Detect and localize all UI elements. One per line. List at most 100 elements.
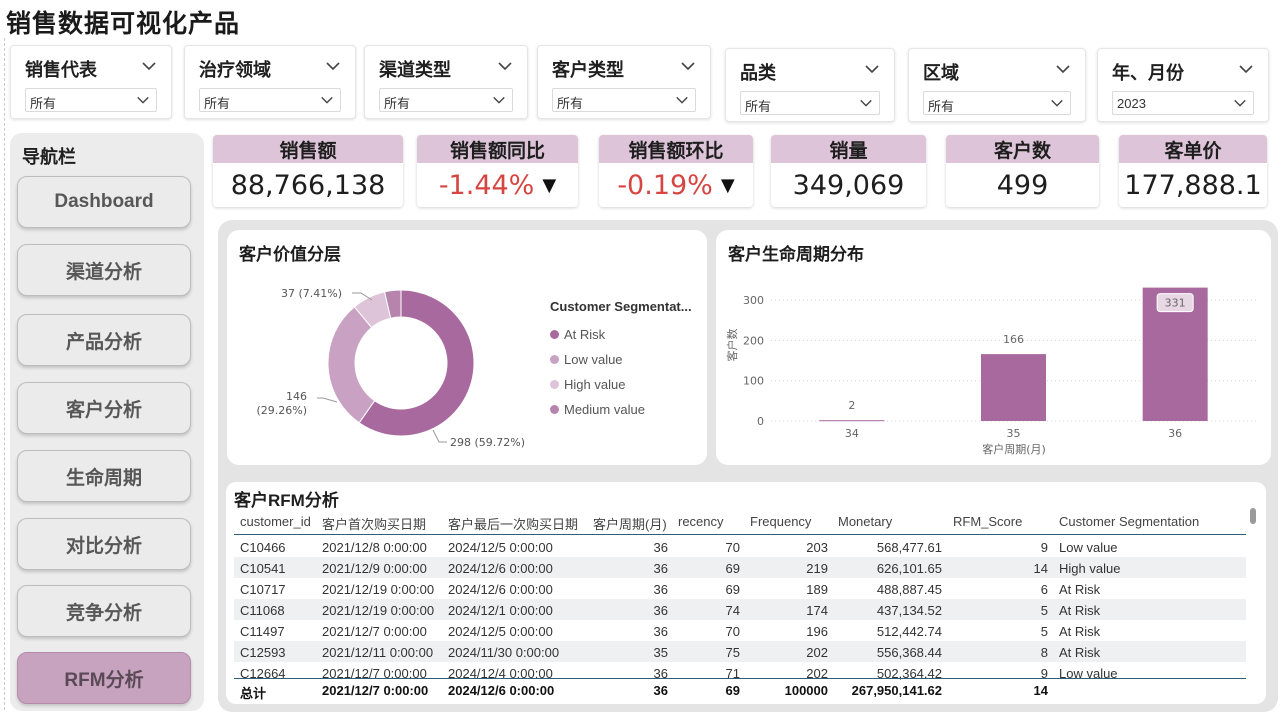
chevron-down-icon[interactable] xyxy=(497,58,513,74)
column-header[interactable]: Monetary xyxy=(838,514,893,529)
nav-button-6[interactable]: 竞争分析 xyxy=(17,585,191,637)
table-cell: 9 xyxy=(1040,666,1048,681)
kpi-value-box: 177,888.1 xyxy=(1119,163,1267,207)
slicer-dropdown[interactable]: 所有 xyxy=(199,88,341,112)
column-header[interactable]: 客户最后一次购买日期 xyxy=(448,517,579,532)
table-cell: 202 xyxy=(806,645,828,660)
legend-item[interactable]: High value xyxy=(550,372,692,397)
chevron-down-icon[interactable] xyxy=(864,61,880,77)
table-row[interactable]: C12593 2021/12/11 0:00:00 2024/11/30 0:00:… xyxy=(234,641,1246,662)
y-tick-label: 300 xyxy=(743,294,764,307)
bar-35[interactable] xyxy=(981,354,1046,421)
nav-button-0[interactable]: Dashboard xyxy=(17,176,191,228)
total-cell: 36 xyxy=(653,683,668,698)
slicer-title: 治疗领域 xyxy=(199,60,271,80)
table-cell: 437,134.52 xyxy=(876,603,942,618)
table-row[interactable]: C10717 2021/12/19 0:00:00 2024/12/6 0:00:0… xyxy=(234,578,1246,599)
nav-button-3[interactable]: 客户分析 xyxy=(17,382,191,434)
slicer-dropdown[interactable]: 所有 xyxy=(379,88,513,112)
legend-item[interactable]: At Risk xyxy=(550,322,692,347)
nav-button-4[interactable]: 生命周期 xyxy=(17,450,191,502)
donut-slice-medium-value[interactable] xyxy=(383,289,402,319)
donut-slice-at-risk[interactable] xyxy=(358,289,475,437)
table-cell: 5 xyxy=(1040,603,1048,618)
chevron-down-icon xyxy=(137,96,149,104)
table-cell: C11068 xyxy=(240,603,285,618)
column-header[interactable]: 客户周期(月) xyxy=(593,517,667,532)
slicer-1: 治疗领域所有 xyxy=(184,45,356,119)
y-tick-label: 100 xyxy=(743,375,764,388)
slicer-title: 区域 xyxy=(923,63,959,83)
slice-label-high-value: 37 (7.41%) xyxy=(281,287,342,300)
table-cell: 5 xyxy=(1040,624,1048,639)
table-cell: 2024/12/5 0:00:00 xyxy=(448,624,553,639)
chevron-down-icon xyxy=(1234,99,1246,107)
column-header[interactable]: recency xyxy=(678,514,724,529)
total-cell: 100000 xyxy=(784,683,828,698)
legend-item[interactable]: Medium value xyxy=(550,397,692,422)
slicer-selected-value: 所有 xyxy=(204,96,231,111)
table-cell: 203 xyxy=(806,540,828,555)
slicer-dropdown[interactable]: 所有 xyxy=(923,91,1071,115)
donut-chart-title: 客户价值分层 xyxy=(239,245,341,264)
table-cell: 2021/12/9 0:00:00 xyxy=(322,561,427,576)
slicer-dropdown[interactable]: 2023 xyxy=(1112,91,1254,115)
donut-slice-low-value[interactable] xyxy=(327,306,376,424)
slicer-dropdown[interactable]: 所有 xyxy=(25,88,157,112)
chevron-down-icon[interactable] xyxy=(325,58,341,74)
data-label-badge xyxy=(1156,293,1194,313)
nav-button-1[interactable]: 渠道分析 xyxy=(17,244,191,296)
chevron-down-icon[interactable] xyxy=(680,58,696,74)
table-cell: 70 xyxy=(725,624,740,639)
table-cell: C10541 xyxy=(240,561,286,576)
slicer-dropdown[interactable]: 所有 xyxy=(740,91,880,115)
chevron-down-icon[interactable] xyxy=(1238,61,1254,77)
legend-label: Low value xyxy=(564,352,623,367)
table-cell: Low value xyxy=(1059,540,1118,555)
table-row[interactable]: C11068 2021/12/19 0:00:00 2024/12/1 0:00:0… xyxy=(234,599,1246,620)
kpi-card-2: 销售额环比 -0.19% ▼ xyxy=(599,135,753,207)
legend-item[interactable]: Low value xyxy=(550,347,692,372)
table-cell: 2024/12/1 0:00:00 xyxy=(448,603,553,618)
nav-button-7[interactable]: RFM分析 xyxy=(17,652,191,704)
bar-34[interactable] xyxy=(819,420,885,422)
slicer-dropdown[interactable]: 所有 xyxy=(552,88,696,112)
table-cell: 568,477.61 xyxy=(876,540,942,555)
kpi-value: 177,888.1 xyxy=(1124,169,1262,201)
legend-label: High value xyxy=(564,377,626,392)
table-scrollbar[interactable] xyxy=(1250,508,1256,524)
table-cell: 556,368.44 xyxy=(876,645,942,660)
chevron-down-icon xyxy=(1051,99,1063,107)
table-cell: 69 xyxy=(725,561,740,576)
app-title: 销售数据可视化产品 xyxy=(6,10,241,38)
nav-title: 导航栏 xyxy=(22,147,76,167)
leader-line xyxy=(352,292,373,301)
legend-title: Customer Segmentat... xyxy=(550,299,692,314)
slicer-3: 客户类型 所有 xyxy=(537,45,711,119)
table-cell: 8 xyxy=(1040,645,1048,660)
column-header[interactable]: customer_id xyxy=(240,514,311,529)
y-tick-label: 0 xyxy=(757,415,764,428)
slicer-title: 销售代表 xyxy=(25,60,97,80)
column-header[interactable]: Frequency xyxy=(750,514,812,529)
table-cell: 2024/11/30 0:00:00 xyxy=(448,645,560,660)
slicer-title: 渠道类型 xyxy=(379,60,451,80)
table-cell: 35 xyxy=(653,645,668,660)
kpi-value-box: 499 xyxy=(946,163,1099,207)
column-header[interactable]: 客户首次购买日期 xyxy=(322,517,427,532)
column-header[interactable]: Customer Segmentation xyxy=(1059,514,1200,529)
nav-button-2[interactable]: 产品分析 xyxy=(17,314,191,366)
slice-label-low-value-count: 146 xyxy=(286,390,307,403)
nav-button-5[interactable]: 对比分析 xyxy=(17,518,191,570)
table-header: customer_id 客户首次购买日期 客户最后一次购买日期 客户周期(月) rece… xyxy=(234,509,1246,535)
chevron-down-icon[interactable] xyxy=(141,58,157,74)
table-cell: At Risk xyxy=(1059,645,1101,660)
column-header[interactable]: RFM_Score xyxy=(953,514,1023,529)
table-cell: 2024/12/5 0:00:00 xyxy=(448,540,553,555)
table-row[interactable]: C11497 2021/12/7 0:00:00 2024/12/5 0:00:00… xyxy=(234,620,1246,641)
chevron-down-icon[interactable] xyxy=(1055,61,1071,77)
table-row[interactable]: C12664 2021/12/7 0:00:00 2024/12/4 0:00:00… xyxy=(234,662,1246,683)
table-row[interactable]: C10466 2021/12/8 0:00:00 2024/12/5 0:00:00… xyxy=(234,536,1246,557)
table-row[interactable]: C10541 2021/12/9 0:00:00 2024/12/6 0:00:00… xyxy=(234,557,1246,578)
